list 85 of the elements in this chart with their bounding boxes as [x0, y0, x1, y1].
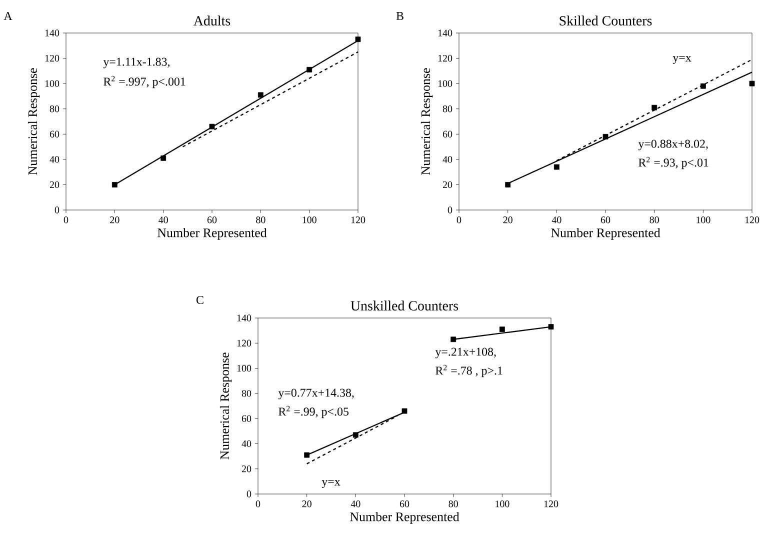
x-tick-label: 60	[400, 500, 410, 508]
annotation: y=0.77x+14.38,	[278, 388, 354, 400]
x-tick-label: 80	[650, 216, 659, 224]
point	[258, 92, 264, 98]
point	[652, 104, 658, 110]
x-tick-label: 40	[552, 216, 562, 224]
y-tick-label: 100	[237, 364, 252, 372]
point	[306, 66, 312, 72]
y-tick-label: 0	[448, 206, 452, 214]
point	[112, 182, 118, 188]
y-tick-label: 80	[442, 105, 452, 112]
point	[450, 336, 456, 342]
point	[700, 83, 706, 89]
x-tick-label: 0	[64, 216, 68, 224]
y-tick-label: 60	[50, 130, 60, 138]
y-tick-label: 140	[237, 314, 252, 322]
y-tick-label: 0	[246, 490, 252, 498]
chart-title: Unskilled Counters	[350, 300, 458, 311]
y-tick-label: 60	[442, 130, 452, 138]
annotation: R$^{2}$ =.78 , p>.1	[436, 364, 502, 378]
x-tick-label: 20	[503, 216, 512, 224]
point	[499, 326, 505, 332]
x-tick-label: 0	[256, 500, 260, 508]
annotation: y=1.11x-1.83,	[103, 58, 170, 68]
x-tick-label: 80	[256, 216, 266, 224]
y-tick-label: 0	[54, 206, 60, 214]
y-tick-label: 80	[242, 390, 252, 397]
point	[209, 124, 215, 130]
y-tick-label: 140	[45, 30, 60, 36]
point	[304, 452, 310, 458]
annotation: R$^{2}$ =.997, p<.001	[104, 76, 186, 88]
y-axis-title: Numerical Response	[420, 68, 433, 175]
y-tick-label: 100	[45, 80, 60, 87]
x-tick-label: 20	[302, 500, 312, 508]
chart-title: Adults	[194, 16, 230, 26]
y-tick-label: 60	[242, 415, 252, 422]
y-tick-label: 40	[242, 440, 252, 448]
point	[548, 324, 554, 330]
x-tick-label: 100	[302, 216, 316, 224]
x-tick-label: 120	[544, 500, 558, 508]
y-tick-label: 100	[438, 80, 452, 87]
x-tick-label: 40	[158, 216, 168, 224]
y-tick-label: 120	[438, 54, 452, 62]
x-tick-label: 80	[448, 500, 458, 508]
point	[749, 80, 755, 86]
x-tick-label: 40	[350, 500, 360, 508]
point	[602, 134, 608, 140]
point	[352, 432, 358, 438]
x-tick-label: 120	[745, 216, 760, 224]
y-tick-label: 80	[50, 105, 60, 112]
chart-title: Skilled Counters	[560, 16, 652, 26]
y-axis-title: Numerical Response	[28, 68, 40, 175]
x-axis-title: Number Represented	[551, 228, 660, 240]
y-tick-label: 20	[442, 181, 452, 188]
text: C	[196, 296, 204, 304]
y-tick-label: 40	[442, 156, 452, 163]
y-tick-label: 20	[242, 465, 252, 472]
annotation: y=0.88x+8.02,	[638, 140, 708, 150]
x-tick-label: 0	[456, 216, 462, 224]
y-tick-label: 20	[50, 181, 60, 188]
x-tick-label: 20	[110, 216, 120, 224]
annotation: R$^{2}$ =.99, p<.05	[278, 406, 349, 418]
annotation: R$^{2}$ =.93, p<.01	[638, 156, 708, 170]
point	[160, 155, 166, 161]
x-tick-label: 100	[696, 216, 710, 224]
x-tick-label: 60	[207, 216, 217, 224]
point	[402, 408, 408, 414]
text: B	[396, 12, 404, 20]
annotation: y=x	[322, 480, 340, 488]
y-tick-label: 120	[237, 340, 252, 346]
y-axis-title: Numerical Response	[220, 352, 232, 460]
x-tick-label: 60	[600, 216, 610, 224]
point	[505, 182, 511, 188]
y-tick-label: 40	[50, 156, 60, 163]
annotation: y=x	[672, 56, 692, 64]
y-tick-label: 140	[438, 30, 452, 36]
x-axis-title: Number Represented	[350, 512, 460, 524]
y-tick-label: 120	[45, 54, 60, 62]
point	[554, 164, 560, 170]
x-tick-label: 100	[496, 500, 510, 508]
text: A	[4, 12, 12, 20]
point	[355, 36, 361, 42]
x-axis-title: Number Represented	[158, 228, 267, 240]
x-tick-label: 120	[351, 216, 366, 224]
annotation: y=.21x+108,	[435, 348, 496, 358]
